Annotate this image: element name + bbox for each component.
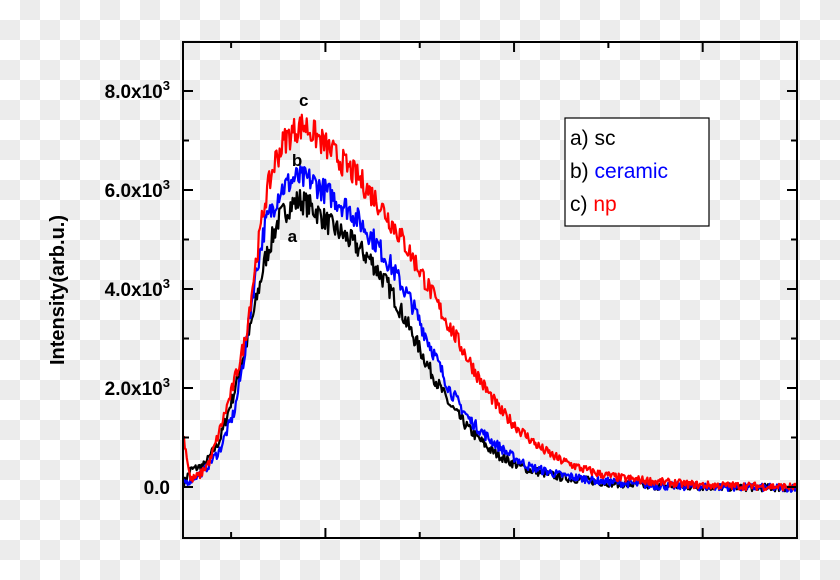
legend-entry-np: c) np bbox=[570, 193, 617, 216]
series-c-line bbox=[182, 113, 798, 492]
legend: a) sc b) ceramic c) np bbox=[564, 117, 710, 227]
legend-box bbox=[564, 117, 710, 227]
curve-label-a: a bbox=[288, 227, 298, 246]
y-tick-label: 6.0x103 bbox=[105, 177, 170, 202]
y-tick-label: 2.0x103 bbox=[105, 375, 170, 400]
curve-label-b: b bbox=[292, 151, 302, 170]
y-tick-label: 4.0x103 bbox=[105, 276, 170, 301]
curve-label-c: c bbox=[299, 91, 308, 110]
y-tick-labels: 0.0 2.0x103 4.0x103 6.0x103 8.0x103 bbox=[105, 78, 170, 499]
axis-ticks bbox=[183, 42, 798, 538]
y-tick-label: 8.0x103 bbox=[105, 78, 170, 103]
legend-entry-ceramic: b) ceramic bbox=[570, 160, 668, 183]
y-axis-label: Intensity(arb.u.) bbox=[47, 215, 69, 365]
y-tick-label: 0.0 bbox=[144, 478, 170, 499]
series-a-line bbox=[182, 189, 799, 493]
curves bbox=[182, 113, 799, 493]
curve-labels: a b c bbox=[288, 91, 309, 246]
plot-frame bbox=[182, 41, 798, 539]
legend-entry-sc: a) sc bbox=[570, 127, 616, 150]
